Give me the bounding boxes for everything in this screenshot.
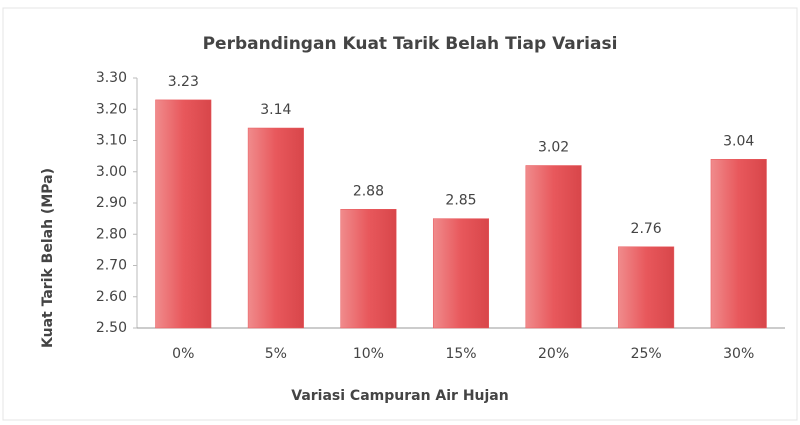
bar bbox=[710, 159, 767, 329]
y-tick-label: 2.60 bbox=[96, 289, 127, 305]
x-tick-label: 15% bbox=[445, 346, 476, 362]
y-tick-label: 2.80 bbox=[96, 226, 127, 242]
data-label: 3.23 bbox=[168, 74, 199, 90]
y-tick-label: 2.90 bbox=[96, 195, 127, 211]
data-label: 3.14 bbox=[260, 102, 291, 118]
bar bbox=[618, 246, 675, 329]
bar bbox=[155, 99, 212, 329]
y-tick-label: 3.20 bbox=[96, 101, 127, 117]
chart-frame bbox=[2, 7, 798, 421]
data-label: 2.85 bbox=[445, 193, 476, 209]
x-tick-label: 0% bbox=[172, 346, 194, 362]
chart-title: Perbandingan Kuat Tarik Belah Tiap Varia… bbox=[203, 34, 618, 54]
bar bbox=[340, 209, 397, 329]
y-tick-label: 2.50 bbox=[96, 320, 127, 336]
x-tick-label: 10% bbox=[353, 346, 384, 362]
data-label: 2.76 bbox=[631, 221, 662, 237]
data-label: 3.02 bbox=[538, 140, 569, 156]
x-tick-label: 25% bbox=[631, 346, 662, 362]
data-label: 2.88 bbox=[353, 183, 384, 199]
y-tick-label: 3.00 bbox=[96, 164, 127, 180]
data-label: 3.04 bbox=[723, 133, 754, 149]
x-axis-title: Variasi Campuran Air Hujan bbox=[291, 388, 508, 404]
bar bbox=[247, 127, 304, 329]
x-tick-label: 30% bbox=[723, 346, 754, 362]
y-axis-title: Kuat Tarik Belah (MPa) bbox=[40, 168, 56, 348]
bar bbox=[525, 165, 582, 329]
y-tick-label: 3.10 bbox=[96, 133, 127, 149]
x-tick-label: 20% bbox=[538, 346, 569, 362]
x-tick-label: 5% bbox=[265, 346, 287, 362]
y-tick-label: 2.70 bbox=[96, 258, 127, 274]
bar bbox=[432, 218, 490, 329]
y-tick-label: 3.30 bbox=[96, 70, 127, 86]
